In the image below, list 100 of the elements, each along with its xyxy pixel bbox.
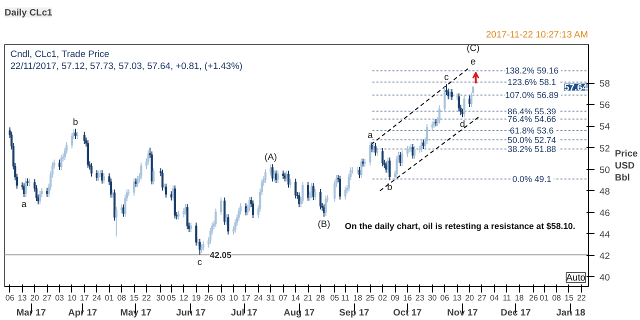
candlestick xyxy=(46,187,48,198)
candlestick xyxy=(420,138,423,153)
candlestick xyxy=(286,170,288,182)
x-tick-label: 07 xyxy=(278,294,288,302)
ref-line-label: 38.2% 51.88 xyxy=(508,144,556,154)
candlestick xyxy=(312,182,314,201)
x2-tick-label: Jun 17 xyxy=(176,308,206,318)
candlestick xyxy=(413,146,416,160)
candlestick xyxy=(463,95,466,118)
y-tick-label: 58 xyxy=(600,78,610,89)
x2-tick-label: Sep 17 xyxy=(339,308,370,318)
x-tick-label: 30 xyxy=(156,294,166,302)
x-tick-label: 10 xyxy=(229,294,238,302)
candlestick xyxy=(401,150,404,167)
x-tick-label: 01 xyxy=(540,294,550,302)
x-tick-label: 03 xyxy=(55,294,65,302)
annotation: b xyxy=(387,182,392,192)
candlestick xyxy=(426,124,428,145)
candlestick xyxy=(252,200,254,218)
annotation: a xyxy=(21,199,28,210)
text: Cndl, CLc1, Trade Price 22/11/2017, 57.12, 57.73, 57.03, 57.64, +0.81, (+1.43%) xyxy=(10,48,243,71)
annotation: (A) xyxy=(264,152,277,162)
x-tick-label: 27 xyxy=(42,294,52,302)
candlestick xyxy=(140,162,142,180)
candlestick xyxy=(314,188,316,201)
x-tick-label: 18 xyxy=(514,294,524,302)
x-tick-label: 08 xyxy=(117,294,127,302)
candlestick xyxy=(302,182,304,204)
ref-line-label: 123.6% 58.1 xyxy=(508,77,556,88)
candlestick xyxy=(147,150,150,166)
ref-line-label: 50.0% 52.74 xyxy=(508,134,556,145)
x-tick-label: 26 xyxy=(529,294,538,302)
x-tick-label: 17 xyxy=(241,294,251,302)
ref-line-label: 76.4% 54.66 xyxy=(508,114,556,124)
x-tick-label: 20 xyxy=(30,294,40,302)
annotation: 57.64 xyxy=(564,82,588,93)
annotation: d xyxy=(460,119,466,130)
x2-tick-label: Jan 18 xyxy=(556,308,586,318)
y-tick-label: 50 xyxy=(600,164,610,175)
x-tick-label: 04 xyxy=(490,294,500,302)
x-tick-label: 28 xyxy=(316,294,326,302)
x-tick-label: 24 xyxy=(92,294,102,302)
x-tick-label: 15 xyxy=(130,294,140,302)
candlestick xyxy=(60,154,62,170)
x-tick-label: 11 xyxy=(502,294,512,302)
x-tick-label: 19 xyxy=(192,294,202,302)
candlestick xyxy=(385,161,388,174)
x-tick-label: 22 xyxy=(142,294,152,302)
candlestick xyxy=(406,145,408,158)
annotation: On the daily chart, oil is retesting a resistance at $58.10. xyxy=(344,220,576,231)
x-tick-label: 20 xyxy=(465,294,475,302)
x-tick-label: 06 xyxy=(5,294,15,302)
annotation: c xyxy=(444,72,450,82)
candlestick xyxy=(324,195,327,216)
x2-tick-label: Mar 17 xyxy=(16,308,46,318)
candlestick xyxy=(172,185,174,201)
ref-line-label: 86.4% 55.39 xyxy=(508,106,556,116)
candlestick xyxy=(396,156,398,178)
x-tick-label: 21 xyxy=(304,294,314,302)
x-tick-label: 10 xyxy=(68,294,77,302)
candlestick xyxy=(202,240,204,252)
x-tick-label: 14 xyxy=(291,294,301,302)
x-tick-label: 05 xyxy=(166,294,176,302)
x-tick-label: 26 xyxy=(204,294,214,302)
x-tick-label: 22 xyxy=(576,294,586,302)
annotation: b xyxy=(72,116,78,127)
candlestick xyxy=(101,170,104,184)
x2-tick-label: Apr 17 xyxy=(68,308,98,318)
x-tick-label: 12 xyxy=(179,294,189,302)
candlestick xyxy=(152,168,155,185)
candlestick xyxy=(306,182,310,202)
x-tick-label: 23 xyxy=(415,294,425,302)
candlestick xyxy=(444,86,446,112)
x-tick-label: 09 xyxy=(390,294,400,302)
x2-tick-label: Dec 17 xyxy=(500,308,531,318)
x-tick-label: 31 xyxy=(266,294,276,302)
candlestick xyxy=(182,208,185,218)
candlestick xyxy=(447,88,450,100)
ref-line-label: 138.2% 59.16 xyxy=(505,66,559,76)
x2-tick-label: Oct 17 xyxy=(393,308,422,318)
candlestick xyxy=(102,172,105,184)
x-tick-label: 08 xyxy=(552,294,562,302)
candlestick xyxy=(86,140,89,168)
candlestick xyxy=(264,168,266,184)
y-tick-label: 48 xyxy=(600,186,610,196)
candlestick xyxy=(382,148,384,167)
x-tick-label: 13 xyxy=(452,294,462,302)
annotation: c xyxy=(197,256,202,267)
candlestick xyxy=(24,178,27,198)
annotation: e xyxy=(470,56,476,67)
candlestick xyxy=(319,188,322,210)
candlestick xyxy=(360,158,362,179)
ref-line-label: 61.8% 53.6 xyxy=(510,126,554,136)
y-axis-title: Price USD Bbl xyxy=(614,148,638,182)
y-tick-label: 52 xyxy=(600,143,610,154)
candlestick xyxy=(270,164,272,176)
y-tick-label: 42 xyxy=(600,250,610,261)
candlestick xyxy=(431,120,434,132)
x-tick-label: 30 xyxy=(428,294,438,302)
y-tick-label: 44 xyxy=(600,229,610,240)
